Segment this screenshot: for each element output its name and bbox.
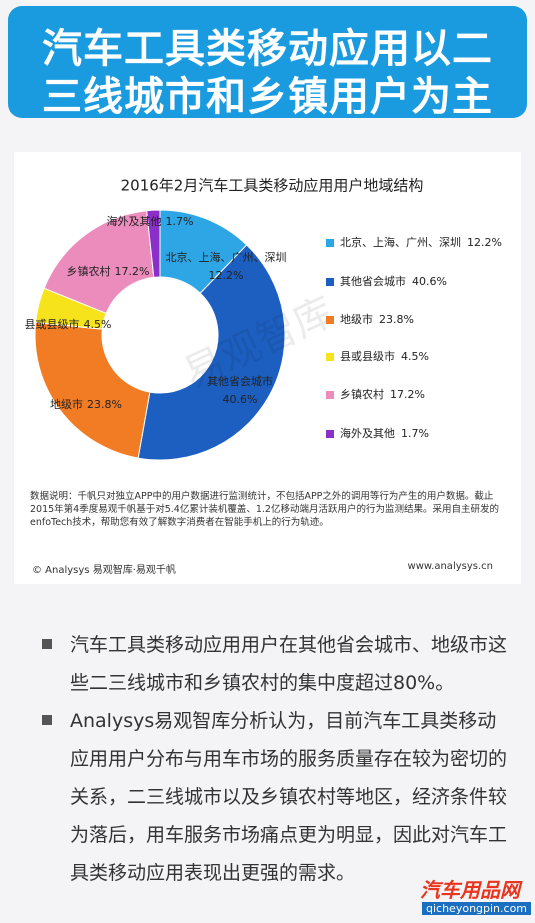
legend-value: 1.7% [401,427,429,440]
footer-url: qicheyongpin.com [422,902,532,915]
legend-name: 其他省会城市 [340,274,406,288]
slice-label: 乡镇农村 17.2% [67,264,150,278]
legend-swatch [326,316,334,324]
legend-value: 40.6% [412,275,447,288]
legend-name: 乡镇农村 [340,387,384,401]
legend-value: 23.8% [379,313,414,326]
legend-value: 12.2% [467,236,502,249]
slice-label-name: 其他省会城市 [207,374,273,388]
legend-label: 地级市 23.8% [340,312,414,326]
slice-label: 地级市 23.8% [50,397,122,411]
slice-label-value: 40.6% [223,393,258,406]
slice-label-name: 县或县级市 [25,317,80,331]
slice-label: 海外及其他 1.7% [107,214,194,228]
title-line: 三线城市和乡镇用户为主 [42,74,493,120]
footer-logo: 汽车用品网 [420,878,520,902]
source: © Analysys 易观智库·易观千帆 [32,565,176,576]
legend-swatch [326,353,334,361]
slice [43,210,155,314]
legend-label: 海外及其他 1.7% [340,426,429,440]
legend-name: 县或县级市 [340,349,395,363]
slice-label-value: 17.2% [115,265,150,278]
slice-label-value: 23.8% [87,398,122,411]
legend-label: 其他省会城市 40.6% [340,274,447,288]
slice [146,209,161,278]
banner: 汽车工具类移动应用以二 三线城市和乡镇用户为主 [8,6,527,120]
legend-name: 海外及其他 [340,426,395,440]
title-line: 汽车工具类移动应用以二 [42,26,493,72]
slice-label-name: 乡镇农村 [67,264,111,278]
legend-value: 17.2% [390,388,425,401]
slice-label: 其他省会城市 40.6% [207,374,273,406]
slice-label-name: 地级市 [50,397,83,411]
legend-label: 乡镇农村 17.2% [340,387,425,401]
slice-label-value: 12.2% [209,269,244,282]
source-url: www.analysys.cn [407,561,493,572]
slice [137,244,286,461]
slice [34,321,151,459]
slice-label: 北京、上海、广州、深圳 12.2% [166,250,287,282]
legend-value: 4.5% [401,350,429,363]
bullet-icon [42,639,52,649]
slice-label-value: 4.5% [84,318,112,331]
bullet-text: Analysys易观智库分析认为，目前汽车工具类移动应用用户分布与用车市场的服务… [70,710,508,884]
legend-swatch [326,430,334,438]
legend-label: 北京、上海、广州、深圳 12.2% [340,235,502,249]
bullet-text: 汽车工具类移动应用用户在其他省会城市、地级市这些二三线城市和乡镇农村的集中度超过… [70,634,508,694]
slice-label-name: 海外及其他 [107,214,162,228]
legend-swatch [326,239,334,247]
legend-name: 北京、上海、广州、深圳 [340,235,461,249]
chart-title: 2016年2月汽车工具类移动应用用户地域结构 [121,177,424,195]
legend-swatch [326,278,334,286]
legend-name: 地级市 [340,312,373,326]
slice-label-name: 北京、上海、广州、深圳 [166,250,287,264]
note: 数据说明：千帆只对独立APP中的用户数据进行监测统计，不包括APP之外的调用等行… [30,491,499,528]
legend-label: 县或县级市 4.5% [340,349,429,363]
legend-swatch [326,391,334,399]
slice-label-value: 1.7% [166,215,194,228]
slice-label: 县或县级市 4.5% [25,317,112,331]
bullet-icon [42,715,52,725]
